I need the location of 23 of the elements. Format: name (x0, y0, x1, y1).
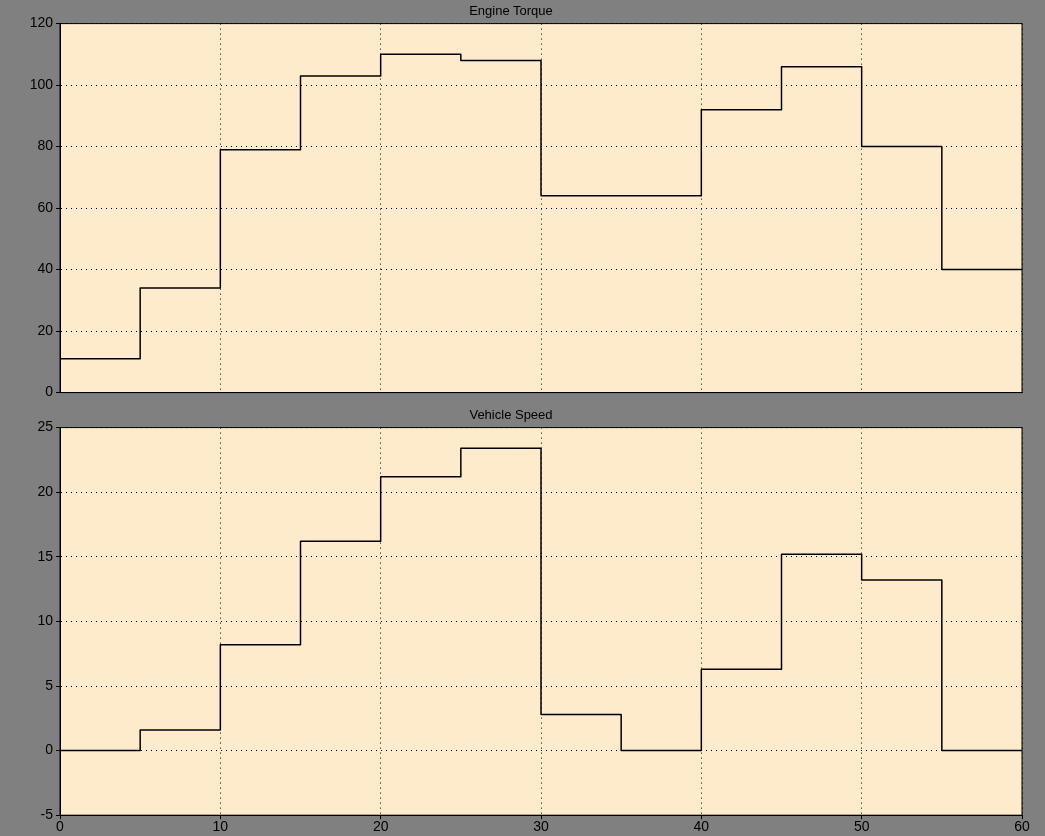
x-tick-label: 0 (56, 818, 65, 835)
y-tick-label: 0 (45, 383, 54, 400)
y-tick-label: 0 (45, 741, 54, 758)
y-tick-label: 5 (45, 676, 54, 693)
y-tick-label: 15 (37, 547, 54, 564)
y-tick-label: 60 (37, 198, 54, 215)
y-tick-label: 20 (37, 321, 54, 338)
y-tick-label: 40 (37, 260, 54, 277)
y-tick-label: 120 (29, 14, 54, 31)
y-tick-label: 20 (37, 483, 54, 500)
x-tick-label: 20 (372, 818, 389, 835)
chart-title: Vehicle Speed (469, 407, 553, 423)
x-tick-label: 40 (693, 818, 710, 835)
x-tick-label: 30 (533, 818, 549, 835)
x-tick-label: 10 (212, 818, 229, 835)
y-tick-label: 10 (37, 612, 54, 629)
x-tick-label: 50 (853, 818, 870, 835)
x-tick-label: 60 (1014, 818, 1030, 835)
y-tick-label: 80 (37, 137, 54, 154)
y-tick-label: 100 (29, 75, 54, 92)
y-tick-label: 25 (37, 418, 54, 435)
y-tick-label: -5 (40, 806, 54, 823)
chart-title: Engine Torque (469, 3, 553, 19)
